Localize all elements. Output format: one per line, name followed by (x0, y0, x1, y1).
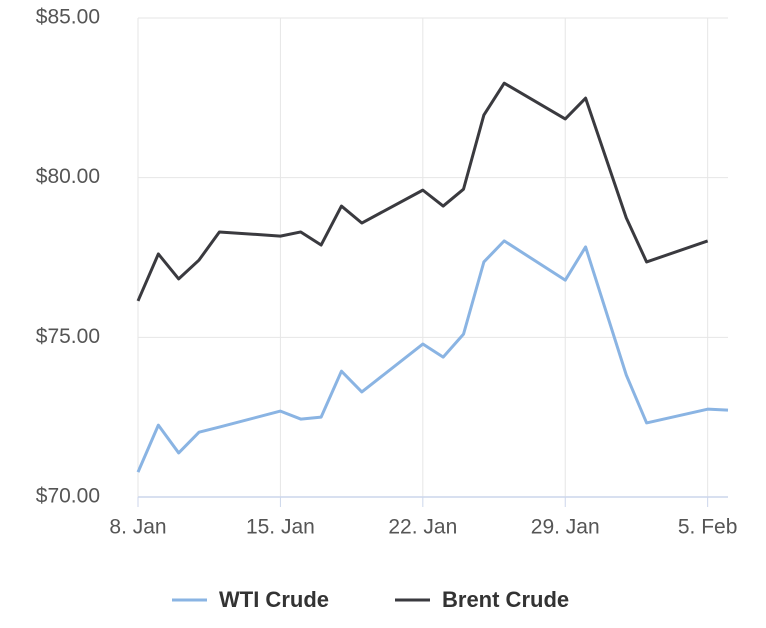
x-tick-label: 8. Jan (109, 516, 166, 539)
y-tick-label: $70.00 (36, 485, 100, 508)
x-tick-label: 5. Feb (678, 516, 738, 539)
x-tick-label: 22. Jan (388, 516, 457, 539)
y-tick-label: $75.00 (36, 325, 100, 348)
x-tick-label: 15. Jan (246, 516, 315, 539)
legend-label: Brent Crude (442, 587, 569, 612)
y-tick-label: $80.00 (36, 165, 100, 188)
series-line (136, 239, 729, 473)
series-line (136, 81, 709, 302)
x-tick-label: 29. Jan (531, 516, 600, 539)
y-tick-label: $85.00 (36, 6, 100, 29)
legend-label: WTI Crude (219, 587, 329, 612)
